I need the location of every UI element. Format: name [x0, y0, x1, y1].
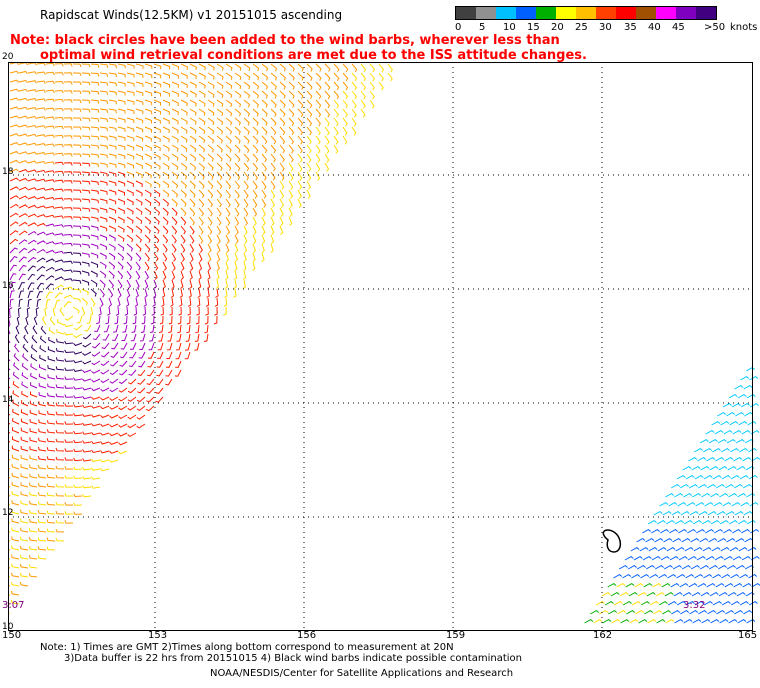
footer-note-line-2: 3)Data buffer is 22 hrs from 20151015 4)… — [64, 653, 522, 664]
swath-time-east: 3:32 — [683, 600, 706, 611]
colorbar-swatch-0 — [456, 7, 476, 19]
x-label-165: 165 — [738, 630, 758, 641]
x-label-162: 162 — [593, 630, 613, 641]
footer-credit: NOAA/NESDIS/Center for Satellite Applica… — [210, 668, 514, 679]
swath-east — [584, 366, 760, 624]
colorbar-swatch-9 — [636, 7, 656, 19]
colorbar-labels: 0 5 10 15 20 25 30 35 40 45 >50 knots — [452, 22, 760, 34]
colorbar-swatch-3 — [516, 7, 536, 19]
y-label-20: 20 — [2, 52, 14, 62]
colorbar-swatch-2 — [496, 7, 516, 19]
colorbar-label-6: 30 — [599, 22, 612, 33]
colorbar-label-8: 40 — [648, 22, 661, 33]
x-label-150: 150 — [2, 630, 22, 641]
colorbar-swatch-10 — [656, 7, 676, 19]
grid-lines — [8, 62, 753, 631]
y-label-10: 10 — [2, 622, 14, 632]
y-label-14: 14 — [2, 395, 14, 405]
footer-note-line-1: Note: 1) Times are GMT 2)Times along bot… — [40, 642, 454, 653]
y-label-18: 18 — [2, 167, 14, 177]
colorbar-label-9: 45 — [672, 22, 685, 33]
colorbar-swatch-4 — [536, 7, 556, 19]
colorbar-swatch-12 — [696, 7, 716, 19]
colorbar-swatch-1 — [476, 7, 496, 19]
colorbar-swatch-5 — [556, 7, 576, 19]
colorbar-label-4: 20 — [551, 22, 564, 33]
wind-speed-colorbar — [455, 6, 717, 20]
colorbar-swatch-8 — [616, 7, 636, 19]
y-label-16: 16 — [2, 281, 14, 291]
note-line-2: optimal wind retrieval conditions are me… — [40, 48, 587, 63]
x-label-156: 156 — [297, 630, 317, 641]
colorbar-swatch-7 — [596, 7, 616, 19]
contamination-circle — [602, 529, 622, 553]
colorbar-unit: knots — [730, 22, 758, 33]
wind-map — [8, 62, 760, 631]
x-label-159: 159 — [446, 630, 466, 641]
colorbar-label-0: 0 — [455, 22, 462, 33]
colorbar-swatch-11 — [676, 7, 696, 19]
swath-time-west: 3:07 — [2, 600, 25, 611]
note-line-1: Note: black circles have been added to t… — [10, 33, 560, 48]
colorbar-label-2: 10 — [503, 22, 516, 33]
colorbar-label-10: >50 — [704, 22, 726, 33]
colorbar-label-1: 5 — [479, 22, 486, 33]
colorbar-label-3: 15 — [527, 22, 540, 33]
chart-title: Rapidscat Winds(12.5KM) v1 20151015 asce… — [40, 8, 343, 22]
colorbar-swatch-6 — [576, 7, 596, 19]
swath-west — [8, 62, 393, 614]
colorbar-label-7: 35 — [624, 22, 637, 33]
y-label-12: 12 — [2, 508, 14, 518]
colorbar-label-5: 25 — [575, 22, 588, 33]
x-label-153: 153 — [148, 630, 168, 641]
